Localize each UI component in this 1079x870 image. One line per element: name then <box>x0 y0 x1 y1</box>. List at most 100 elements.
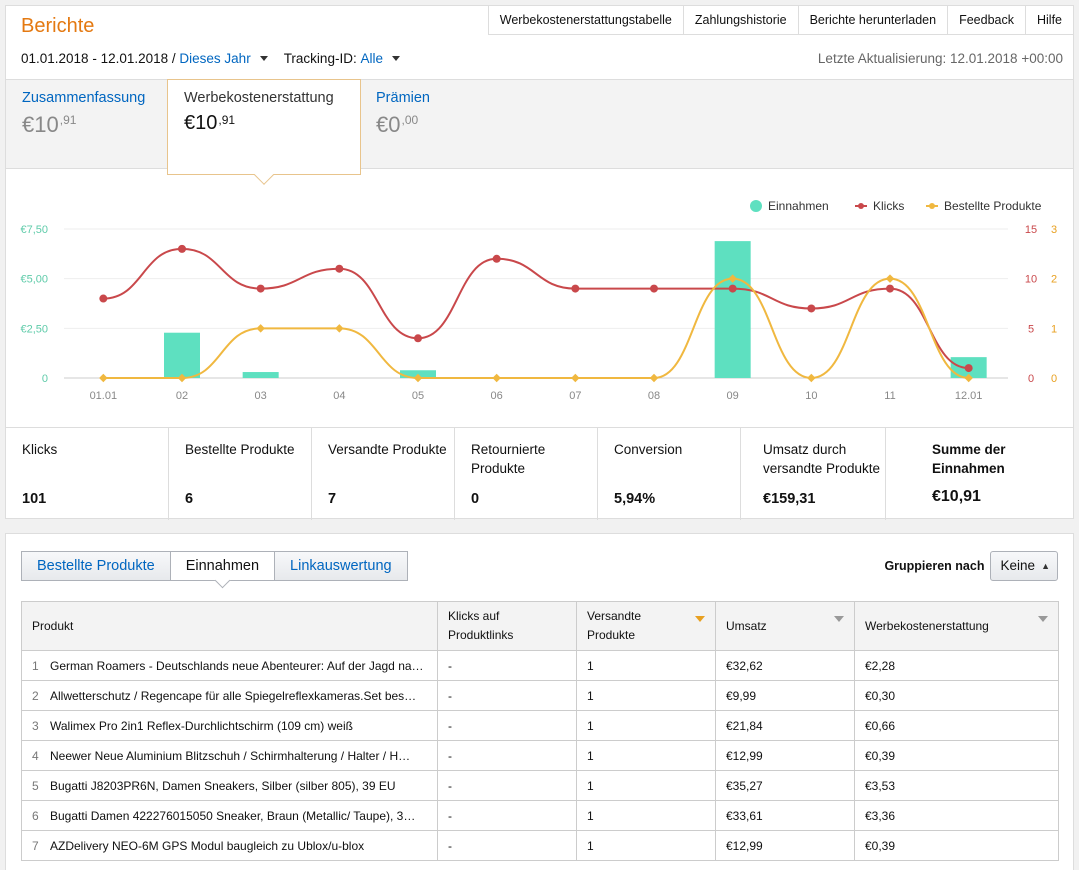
point-klicks <box>728 284 737 293</box>
row-number: 4 <box>32 748 39 763</box>
report-detail-panel: Bestellte Produkte Einnahmen Linkauswert… <box>5 533 1074 870</box>
shipped-cell: 1 <box>576 680 716 711</box>
clicks-cell: - <box>437 740 577 771</box>
x-axis-tick: 05 <box>412 390 424 402</box>
tracking-id-selector[interactable]: Alle <box>360 51 383 66</box>
col-product[interactable]: Produkt <box>21 601 438 651</box>
product-name: Bugatti J8203PR6N, Damen Sneakers, Silbe… <box>50 778 396 793</box>
stat-returned: Retournierte Produkte 0 <box>455 428 598 520</box>
right-axis-tick: 5 <box>1028 323 1034 335</box>
tab-bonuses-label: Prämien <box>376 90 430 106</box>
fee-cell: €2,28 <box>854 650 1059 681</box>
tracking-dropdown-icon[interactable] <box>391 56 400 61</box>
shipped-cell: 1 <box>576 710 716 741</box>
point-ordered <box>335 324 344 333</box>
nav-download-reports[interactable]: Berichte herunterladen <box>798 5 949 35</box>
tab-link-analysis[interactable]: Linkauswertung <box>274 551 408 581</box>
right-axis-tick: 10 <box>1025 274 1037 286</box>
point-klicks <box>492 254 501 263</box>
summary-tabs: Zusammenfassung €10,91 Werbekostenerstat… <box>6 79 1073 185</box>
clicks-cell: - <box>437 710 577 741</box>
nav-payment-history[interactable]: Zahlungshistorie <box>683 5 799 35</box>
x-axis-tick: 01.01 <box>90 390 118 402</box>
tab-advertising-fees[interactable]: Werbekostenerstattung €10,91 <box>167 79 361 185</box>
stat-shipped: Versandte Produkte 7 <box>312 428 455 520</box>
sort-icon <box>834 616 844 622</box>
revenue-cell: €12,99 <box>715 740 855 771</box>
left-axis-tick: €7,50 <box>20 224 48 236</box>
legend-swatch <box>858 203 864 209</box>
right-axis-tick: 15 <box>1025 224 1037 236</box>
group-by-select[interactable]: Keine ▲ <box>990 551 1058 581</box>
x-axis-tick: 11 <box>884 390 895 402</box>
shipped-cell: 1 <box>576 830 716 861</box>
period-selector[interactable]: Dieses Jahr <box>179 51 251 66</box>
row-number: 1 <box>32 658 39 673</box>
tab-bonuses[interactable]: Prämien €0,00 <box>360 80 520 170</box>
fee-cell: €0,66 <box>854 710 1059 741</box>
table-row: 5 Bugatti J8203PR6N, Damen Sneakers, Silb… <box>21 770 1059 801</box>
report-tabs: Bestellte Produkte Einnahmen Linkauswert… <box>21 551 408 581</box>
point-ordered <box>413 373 423 383</box>
x-axis-tick: 07 <box>569 390 581 402</box>
table-header-row: Produkt Klicks auf Produktlinks Versandt… <box>21 601 1059 651</box>
table-row: 2 Allwetterschutz / Regencape für alle Sp… <box>21 680 1059 711</box>
fee-cell: €0,30 <box>854 680 1059 711</box>
tab-summary-value: €10,91 <box>22 112 77 137</box>
x-axis-tick: 10 <box>805 390 817 402</box>
clicks-cell: - <box>437 650 577 681</box>
x-axis-tick: 06 <box>491 390 503 402</box>
product-name: Neewer Neue Aluminium Blitzschuh / Schir… <box>50 748 411 763</box>
row-number: 3 <box>32 718 39 733</box>
point-ordered <box>177 373 187 383</box>
nav-help[interactable]: Hilfe <box>1025 5 1074 35</box>
point-ordered <box>256 324 265 333</box>
product-cell: 6 Bugatti Damen 422276015050 Sneaker, Bra… <box>21 800 438 831</box>
product-cell: 2 Allwetterschutz / Regencape für alle Sp… <box>21 680 438 711</box>
tab-fees-value: €10,91 <box>184 112 236 134</box>
clicks-cell: - <box>437 770 577 801</box>
col-fee[interactable]: Werbekostenerstattung <box>854 601 1059 651</box>
bar-earnings <box>242 372 279 378</box>
product-cell: 5 Bugatti J8203PR6N, Damen Sneakers, Silb… <box>21 770 438 801</box>
col-clicks[interactable]: Klicks auf Produktlinks <box>437 601 577 651</box>
shipped-cell: 1 <box>576 770 716 801</box>
clicks-cell: - <box>437 800 577 831</box>
product-name: Allwetterschutz / Regencape für alle Spi… <box>50 688 417 703</box>
point-ordered <box>492 373 501 383</box>
revenue-cell: €9,99 <box>715 680 855 711</box>
right-axis-tick: 3 <box>1051 224 1057 236</box>
tab-summary[interactable]: Zusammenfassung €10,91 <box>6 80 168 170</box>
row-number: 2 <box>32 688 39 703</box>
point-ordered <box>99 373 108 383</box>
stat-revenue: Umsatz durch versandte Produkte €159,31 <box>741 428 886 520</box>
legend-label: Einnahmen <box>768 199 829 213</box>
shipped-cell: 1 <box>576 740 716 771</box>
point-klicks <box>99 294 108 303</box>
point-klicks <box>807 304 816 313</box>
col-shipped[interactable]: Versandte Produkte <box>576 601 716 651</box>
tab-ordered-products[interactable]: Bestellte Produkte <box>21 551 171 581</box>
point-klicks <box>650 284 658 293</box>
right-axis-tick: 1 <box>1051 323 1057 335</box>
x-axis-tick: 02 <box>176 390 188 402</box>
tab-earnings[interactable]: Einnahmen <box>169 551 276 581</box>
legend-label: Klicks <box>873 199 904 213</box>
left-axis-tick: €5,00 <box>20 274 48 286</box>
period-dropdown-icon[interactable] <box>259 56 268 61</box>
nav-fee-table[interactable]: Werbekostenerstattungstabelle <box>487 5 684 35</box>
product-cell: 4 Neewer Neue Aluminium Blitzschuh / Schi… <box>21 740 438 771</box>
product-name: AZDelivery NEO-6M GPS Modul baugleich zu… <box>50 838 365 853</box>
legend-swatch <box>750 200 762 212</box>
product-name: German Roamers - Deutschlands neue Abent… <box>50 658 424 673</box>
legend-label: Bestellte Produkte <box>944 199 1042 213</box>
col-revenue[interactable]: Umsatz <box>715 601 855 651</box>
last-update: Letzte Aktualisierung: 12.01.2018 +00:00 <box>817 51 1063 66</box>
nav-feedback[interactable]: Feedback <box>948 5 1026 35</box>
row-number: 5 <box>32 778 39 793</box>
point-ordered <box>649 373 659 383</box>
point-klicks <box>335 264 344 273</box>
bar-earnings <box>714 241 751 378</box>
clicks-cell: - <box>437 830 577 861</box>
